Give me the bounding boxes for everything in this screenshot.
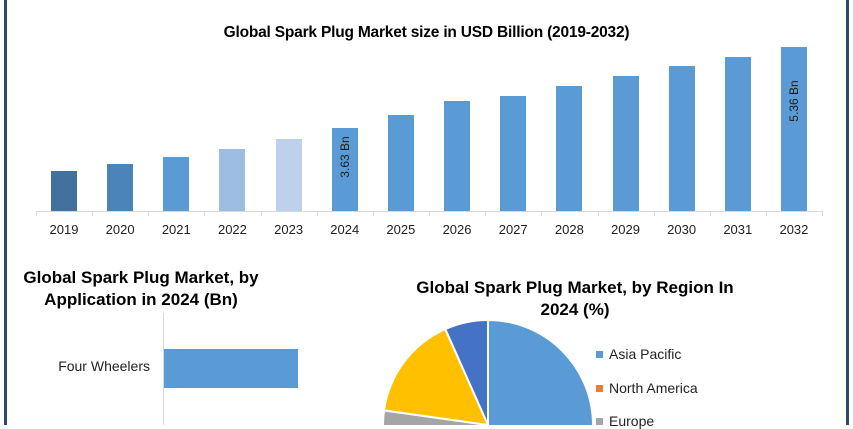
x-axis-tick [204, 211, 206, 216]
region-title-line2: 2024 (%) [540, 300, 610, 319]
x-axis-tick [653, 211, 655, 216]
bar-2028 [556, 85, 583, 211]
legend-swatch-europe [596, 417, 603, 425]
pie-slice [443, 318, 489, 425]
x-tick-label-2025: 2025 [386, 222, 416, 237]
x-tick-label-2021: 2021 [161, 222, 191, 237]
pie-slice [487, 318, 594, 425]
y-axis-line [163, 313, 164, 425]
x-tick-label-2032: 2032 [779, 222, 809, 237]
x-axis-tick [372, 211, 374, 216]
application-title-line1: Global Spark Plug Market, by [23, 268, 259, 287]
x-axis-tick [316, 211, 318, 216]
application-chart-title: Global Spark Plug Market, by Application… [10, 267, 272, 311]
region-chart-title: Global Spark Plug Market, by Region In 2… [400, 277, 750, 321]
left-frame-border [4, 0, 7, 425]
legend-item-asia-pacific: Asia Pacific [596, 346, 681, 362]
x-tick-label-2024: 2024 [330, 222, 360, 237]
bar-2030 [668, 66, 695, 211]
bar-2027 [500, 96, 527, 211]
x-axis-tick [597, 211, 599, 216]
category-label-four-wheelers: Four Wheelers [58, 358, 150, 374]
bar-2025 [387, 114, 414, 211]
bar-2023 [275, 139, 302, 211]
bar-2022 [219, 149, 246, 211]
x-axis-tick [709, 211, 711, 216]
x-axis-tick [822, 211, 824, 216]
legend-item-europe: Europe [596, 413, 654, 429]
x-tick-label-2026: 2026 [442, 222, 472, 237]
application-title-line2: Application in 2024 (Bn) [44, 290, 238, 309]
legend-swatch-north-america [596, 384, 603, 392]
bar-2031 [724, 56, 751, 211]
x-tick-label-2019: 2019 [49, 222, 79, 237]
bar-2029 [612, 76, 639, 211]
bar-2024 [331, 127, 358, 211]
x-axis-tick [92, 211, 94, 216]
x-axis-tick [429, 211, 431, 216]
x-tick-label-2027: 2027 [498, 222, 528, 237]
x-tick-label-2023: 2023 [274, 222, 304, 237]
bar-four-wheelers [164, 349, 298, 388]
x-tick-label-2031: 2031 [723, 222, 753, 237]
x-tick-label-2022: 2022 [217, 222, 247, 237]
pie-slice [382, 327, 490, 425]
bar-2021 [163, 157, 190, 211]
legend-label-north-america: North America [609, 380, 698, 396]
legend-label-asia-pacific: Asia Pacific [609, 346, 682, 362]
bar-2032 [780, 47, 807, 211]
bar-chart-title: Global Spark Plug Market size in USD Bil… [223, 24, 630, 41]
x-axis-tick [541, 211, 543, 216]
x-tick-label-2029: 2029 [611, 222, 640, 237]
x-tick-label-2020: 2020 [105, 222, 135, 237]
bar-2019 [51, 171, 77, 211]
legend-label-europe: Europe [609, 413, 655, 429]
x-axis-tick [148, 211, 150, 216]
legend-swatch-asia-pacific [596, 350, 603, 358]
x-axis-tick [260, 211, 262, 216]
x-tick-label-2030: 2030 [667, 222, 697, 237]
bar-2026 [444, 100, 471, 211]
bar-2020 [107, 164, 134, 211]
region-title-line1: Global Spark Plug Market, by Region In [416, 278, 734, 297]
x-axis-tick [765, 211, 767, 216]
x-tick-label-2028: 2028 [554, 222, 584, 237]
x-axis-tick [485, 211, 487, 216]
market-size-bar-chart: Global Spark Plug Market size in USD Bil… [36, 24, 824, 237]
legend-item-north-america: North America [596, 380, 698, 396]
x-axis-line [36, 211, 822, 212]
x-axis-tick [36, 211, 37, 216]
right-frame-border [846, 0, 849, 425]
